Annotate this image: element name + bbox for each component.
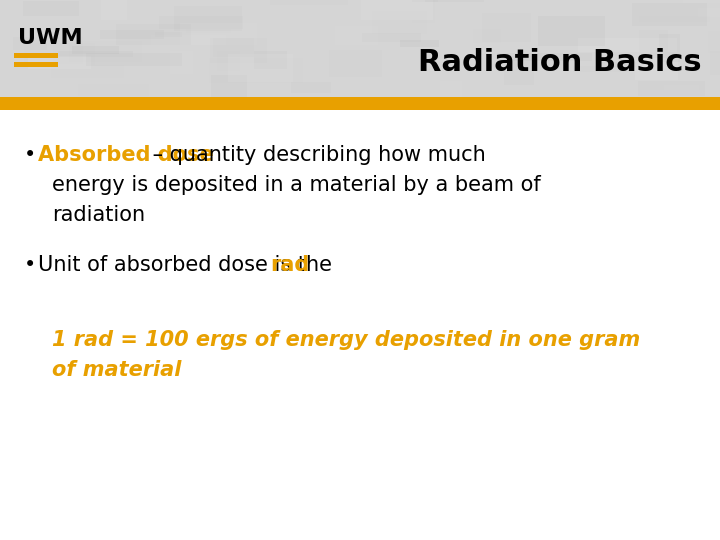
Bar xyxy=(664,85,699,90)
Bar xyxy=(0,97,720,110)
Text: Unit of absorbed dose is the: Unit of absorbed dose is the xyxy=(38,255,338,275)
Bar xyxy=(24,43,94,65)
Bar xyxy=(214,38,254,57)
Text: – quantity describing how much: – quantity describing how much xyxy=(146,145,486,165)
Bar xyxy=(50,65,125,78)
Bar xyxy=(329,50,382,77)
Bar xyxy=(102,0,127,19)
Bar xyxy=(228,54,293,82)
Bar xyxy=(58,51,133,57)
Bar xyxy=(601,62,636,68)
Text: Radiation Basics: Radiation Basics xyxy=(418,48,702,77)
Text: UWM: UWM xyxy=(18,28,83,48)
Bar xyxy=(441,80,462,98)
Bar xyxy=(116,24,191,45)
Bar xyxy=(474,29,501,43)
Text: •: • xyxy=(24,255,36,275)
Bar xyxy=(78,84,148,96)
Text: rad: rad xyxy=(270,255,310,275)
Bar xyxy=(86,53,181,65)
Bar xyxy=(100,30,163,39)
Bar xyxy=(68,41,143,62)
Bar xyxy=(72,46,119,53)
Text: 1 rad = 100 ergs of energy deposited in one gram: 1 rad = 100 ergs of energy deposited in … xyxy=(52,330,640,350)
Bar xyxy=(710,51,720,75)
Bar xyxy=(639,81,705,96)
Bar xyxy=(22,1,78,16)
Bar xyxy=(362,33,421,42)
Bar xyxy=(639,16,710,22)
Bar xyxy=(14,62,58,67)
Bar xyxy=(174,6,243,31)
Bar xyxy=(180,23,257,45)
Bar xyxy=(170,51,193,73)
Bar xyxy=(498,53,593,60)
Bar xyxy=(636,58,678,80)
Bar xyxy=(158,16,243,29)
Bar xyxy=(53,37,83,64)
Text: Absorbed dose: Absorbed dose xyxy=(38,145,214,165)
Bar xyxy=(0,0,720,99)
Text: radiation: radiation xyxy=(52,205,145,225)
Bar xyxy=(683,0,720,3)
Bar xyxy=(698,8,720,17)
Bar xyxy=(504,56,534,85)
Text: of material: of material xyxy=(52,360,181,380)
Bar xyxy=(291,82,331,92)
Bar xyxy=(13,37,48,50)
Bar xyxy=(150,36,226,45)
Bar xyxy=(361,0,433,20)
Bar xyxy=(538,17,605,45)
Bar xyxy=(425,0,484,2)
Bar xyxy=(412,0,436,23)
Bar xyxy=(578,38,677,52)
Bar xyxy=(400,40,439,46)
Bar xyxy=(217,51,240,71)
Bar xyxy=(336,26,378,45)
Bar xyxy=(645,58,674,68)
Bar xyxy=(14,53,58,58)
Bar xyxy=(156,32,182,37)
Bar xyxy=(28,57,91,69)
Bar xyxy=(708,31,720,53)
Bar xyxy=(210,38,267,63)
Bar xyxy=(372,11,427,34)
Bar xyxy=(270,0,348,5)
Bar xyxy=(482,13,531,42)
Bar xyxy=(639,30,668,52)
Bar xyxy=(209,58,303,83)
Text: •: • xyxy=(24,145,36,165)
Bar xyxy=(631,3,708,26)
Text: energy is deposited in a material by a beam of: energy is deposited in a material by a b… xyxy=(52,175,541,195)
Bar xyxy=(254,51,287,69)
Bar xyxy=(412,0,438,2)
Bar xyxy=(659,34,680,62)
Bar xyxy=(186,16,231,33)
Bar xyxy=(211,75,247,98)
Bar xyxy=(572,66,628,72)
